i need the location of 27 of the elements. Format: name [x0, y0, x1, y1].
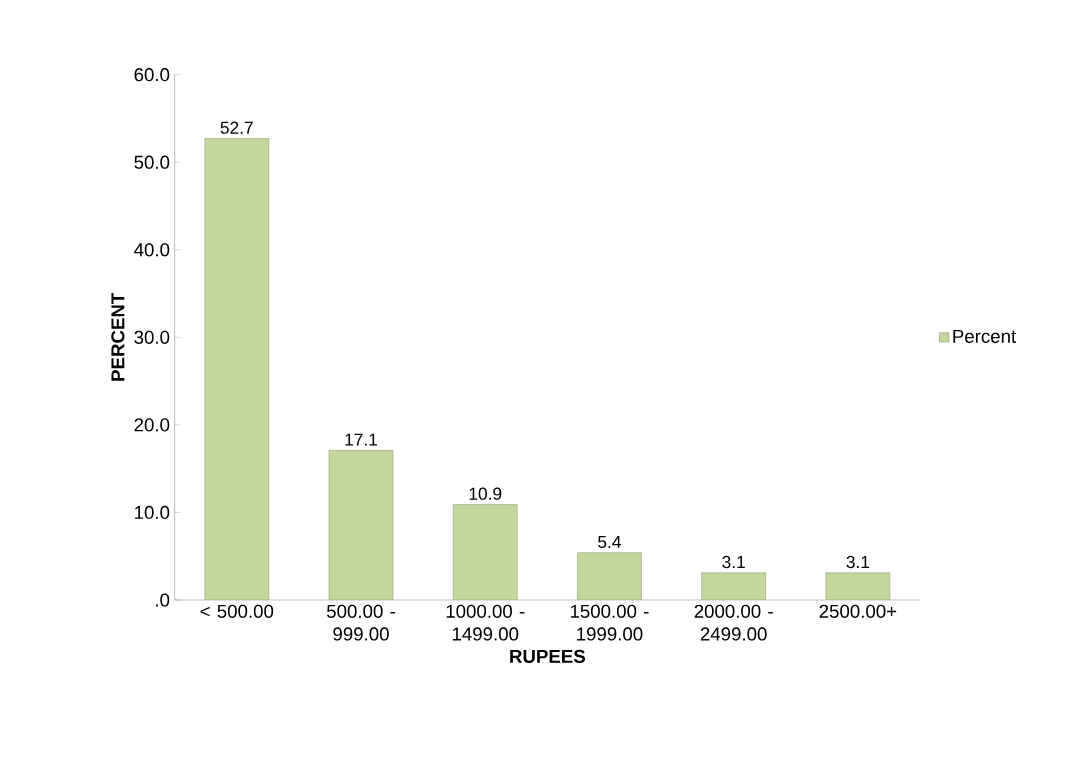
y-tick-label: .0 [156, 593, 170, 607]
bar [577, 552, 642, 600]
bar [328, 450, 394, 600]
y-tick-label: 40.0 [134, 243, 170, 257]
bar [204, 138, 270, 600]
x-tick-label: 1500.00 - 1999.00 [570, 604, 649, 641]
x-tick-label: 500.00 - 999.00 [326, 604, 395, 641]
y-axis-title: PERCENT [111, 292, 125, 381]
bar [701, 572, 766, 600]
x-tick-label: < 500.00 [200, 604, 274, 618]
x-tick-label: 2000.00 - 2499.00 [694, 604, 773, 641]
y-tick-label: 10.0 [135, 505, 170, 520]
y-tick-label: 60.0 [134, 68, 170, 82]
data-label: 52.7 [220, 121, 253, 134]
data-label: 3.1 [722, 555, 745, 569]
y-tick-label: 30.0 [134, 330, 170, 344]
data-label: 3.1 [846, 555, 870, 569]
x-tick-label: 1000.00 - 1499.00 [446, 604, 525, 641]
data-label: 10.9 [469, 487, 502, 500]
bar [452, 504, 518, 600]
data-label: 17.1 [345, 433, 378, 446]
x-tick-label: 2500.00+ [819, 604, 897, 618]
data-label: 5.4 [598, 535, 621, 549]
y-tick-label: 50.0 [134, 155, 170, 169]
y-tick-label: 20.0 [134, 418, 170, 432]
x-axis-title: RUPEES [510, 649, 585, 663]
legend-label: Percent [953, 329, 1017, 343]
